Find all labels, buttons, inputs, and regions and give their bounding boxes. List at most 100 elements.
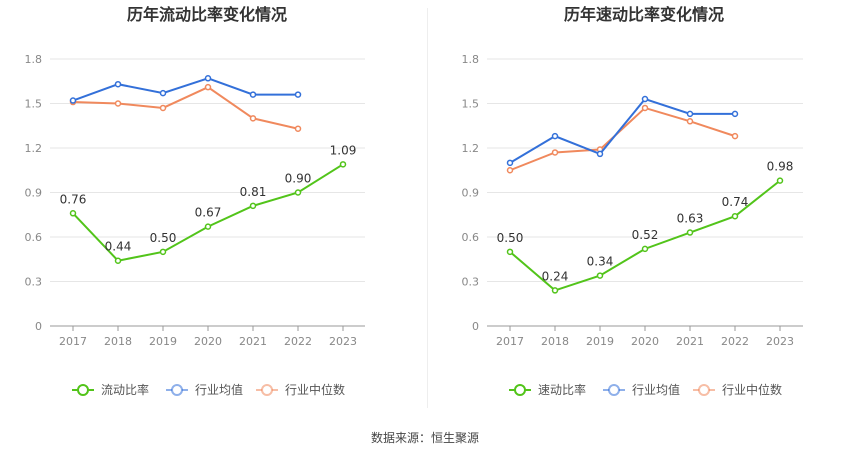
x-tick-label: 2018 xyxy=(104,335,132,348)
y-tick-label: 0.3 xyxy=(25,276,43,289)
legend-label: 行业均值 xyxy=(632,382,680,397)
data-point[interactable] xyxy=(159,248,167,256)
y-tick-label: 0.6 xyxy=(462,231,480,244)
legend-label: 流动比率 xyxy=(101,382,149,397)
x-tick-label: 2023 xyxy=(766,335,794,348)
data-point[interactable] xyxy=(114,80,122,88)
chart-2: 历年速动比率变化情况 0 0.3 0.6 0.9 1.2 1.5 1.8 2017 2018 201… xyxy=(462,5,803,397)
legend-item[interactable]: 行业中位数 xyxy=(693,382,782,397)
x-tick-label: 2020 xyxy=(631,335,659,348)
chart-1: 历年流动比率变化情况 0 0.3 0.6 0.9 1.2 1.5 1.8 2017 2018 201… xyxy=(25,5,365,397)
data-label: 0.50 xyxy=(497,231,524,245)
series-industry-average xyxy=(506,95,739,167)
y-tick-label: 1.2 xyxy=(462,142,480,155)
data-source-label: 数据来源：恒生聚源 xyxy=(370,431,479,445)
data-point[interactable] xyxy=(69,97,77,104)
data-label: 0.81 xyxy=(240,185,267,199)
x-tick-label: 2023 xyxy=(329,335,357,348)
data-point[interactable] xyxy=(551,132,559,140)
data-point[interactable] xyxy=(249,115,257,122)
data-label: 0.52 xyxy=(632,228,659,242)
series-primary: 0.76 0.44 0.50 0.67 0.81 0.90 1.09 xyxy=(60,143,357,264)
series-line xyxy=(72,86,299,130)
data-label: 1.09 xyxy=(330,143,357,157)
data-label: 0.24 xyxy=(542,269,569,283)
data-point[interactable] xyxy=(731,132,739,140)
data-point[interactable] xyxy=(114,100,122,107)
legend-item[interactable]: 速动比率 xyxy=(509,382,586,397)
x-tick-label: 2017 xyxy=(496,335,524,348)
data-point[interactable] xyxy=(551,287,559,294)
data-point[interactable] xyxy=(69,210,77,217)
series-line xyxy=(509,97,735,164)
series-industry-median xyxy=(506,104,739,174)
data-point[interactable] xyxy=(159,104,167,112)
legend-label: 行业中位数 xyxy=(285,382,345,397)
series-primary: 0.50 0.24 0.34 0.52 0.63 0.74 0.98 xyxy=(497,160,794,294)
legend-marker xyxy=(261,384,273,396)
data-point[interactable] xyxy=(686,118,694,125)
x-tick-label: 2021 xyxy=(239,335,267,348)
data-point[interactable] xyxy=(641,245,649,253)
x-tick-label: 2022 xyxy=(284,335,312,348)
series-line xyxy=(72,77,298,102)
data-point[interactable] xyxy=(686,110,694,118)
data-point[interactable] xyxy=(641,104,649,112)
data-point[interactable] xyxy=(294,91,302,98)
legend-marker xyxy=(171,384,183,396)
chart-title: 历年速动比率变化情况 xyxy=(564,5,724,24)
x-tick-label: 2020 xyxy=(194,335,222,348)
data-point[interactable] xyxy=(339,161,347,168)
data-label: 0.98 xyxy=(767,160,794,174)
legend-item[interactable]: 行业均值 xyxy=(603,382,680,397)
data-point[interactable] xyxy=(294,125,302,132)
data-point[interactable] xyxy=(249,91,257,98)
legend-label: 速动比率 xyxy=(538,382,586,397)
data-point[interactable] xyxy=(596,272,604,279)
data-label: 0.76 xyxy=(60,192,87,206)
y-tick-label: 1.2 xyxy=(25,142,43,155)
data-point[interactable] xyxy=(204,75,212,82)
data-point[interactable] xyxy=(204,223,212,230)
y-tick-label: 1.8 xyxy=(462,53,480,66)
legend-item[interactable]: 流动比率 xyxy=(72,382,149,397)
y-tick-label: 0.3 xyxy=(462,276,480,289)
x-tick-label: 2019 xyxy=(149,335,177,348)
data-point[interactable] xyxy=(159,89,167,97)
y-tick-label: 0.6 xyxy=(25,231,43,244)
series-industry-median xyxy=(69,83,302,132)
data-point[interactable] xyxy=(641,95,649,103)
data-point[interactable] xyxy=(731,212,739,220)
data-label: 0.90 xyxy=(285,172,312,186)
data-point[interactable] xyxy=(249,202,257,210)
legend-marker xyxy=(514,384,526,396)
series-line xyxy=(509,106,736,172)
y-tick-label: 0.9 xyxy=(462,187,480,200)
data-label: 0.63 xyxy=(677,212,704,226)
data-point[interactable] xyxy=(686,229,694,236)
legend-label: 行业中位数 xyxy=(722,382,782,397)
data-label: 0.67 xyxy=(195,206,222,220)
data-point[interactable] xyxy=(506,248,514,256)
data-point[interactable] xyxy=(596,150,604,158)
chart-divider xyxy=(427,8,428,408)
y-tick-label: 1.5 xyxy=(25,98,43,111)
data-point[interactable] xyxy=(506,167,514,174)
data-point[interactable] xyxy=(551,149,559,156)
data-point[interactable] xyxy=(204,83,212,91)
x-tick-label: 2022 xyxy=(721,335,749,348)
data-point[interactable] xyxy=(776,177,784,184)
data-point[interactable] xyxy=(506,159,514,167)
data-point[interactable] xyxy=(114,257,122,264)
legend: 流动比率 行业均值 行业中位数 xyxy=(72,382,345,397)
series-industry-average xyxy=(69,75,302,104)
legend-item[interactable]: 行业中位数 xyxy=(256,382,345,397)
data-point[interactable] xyxy=(294,189,302,196)
chart-title: 历年流动比率变化情况 xyxy=(127,5,287,24)
data-point[interactable] xyxy=(731,110,739,118)
y-tick-label: 0.9 xyxy=(25,187,43,200)
legend-item[interactable]: 行业均值 xyxy=(166,382,243,397)
legend: 速动比率 行业均值 行业中位数 xyxy=(509,382,782,397)
data-label: 0.50 xyxy=(150,231,177,245)
data-label: 0.74 xyxy=(722,195,749,209)
